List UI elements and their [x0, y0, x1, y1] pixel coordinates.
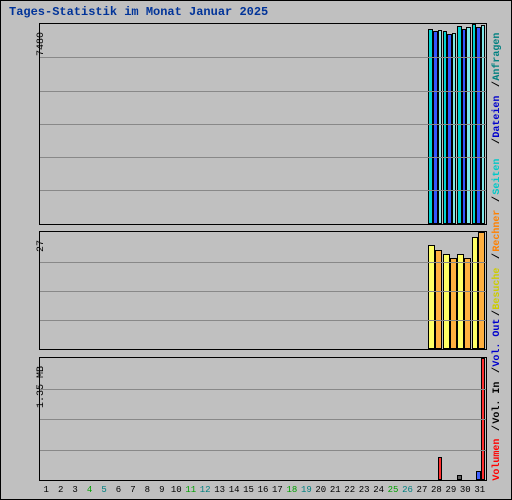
x-tick-label: 20 [315, 485, 326, 495]
x-tick-label: 9 [159, 485, 164, 495]
x-tick-label: 6 [116, 485, 121, 495]
x-tick-label: 19 [301, 485, 312, 495]
x-axis-labels: 1234567891011121314151617181920212223242… [39, 483, 487, 497]
bar [438, 30, 443, 223]
legend-item: Volumen [492, 428, 503, 481]
x-tick-label: 7 [130, 485, 135, 495]
x-tick-label: 5 [101, 485, 106, 495]
x-tick-label: 13 [214, 485, 225, 495]
bar [472, 237, 479, 350]
x-tick-label: 29 [445, 485, 456, 495]
legend-separator: / [492, 81, 503, 87]
legend-item: Rechner [492, 199, 503, 252]
x-tick-label: 2 [58, 485, 63, 495]
x-tick-label: 30 [460, 485, 471, 495]
plot-area: 7480 27 1.35 MB [39, 23, 487, 481]
x-tick-label: 10 [171, 485, 182, 495]
x-tick-label: 22 [344, 485, 355, 495]
bar [464, 258, 471, 349]
legend-item: Dateien [492, 85, 503, 138]
legend-separator: / [492, 367, 503, 373]
legend-item: Vol. Out [492, 314, 503, 367]
x-tick-label: 28 [431, 485, 442, 495]
x-tick-label: 17 [272, 485, 283, 495]
legend-separator: / [492, 425, 503, 431]
x-tick-label: 16 [258, 485, 269, 495]
legend-item: Seiten [492, 142, 503, 195]
x-tick-label: 31 [474, 485, 485, 495]
legend-item: Besuche [492, 257, 503, 310]
x-tick-label: 21 [330, 485, 341, 495]
legend-item: Vol. In [492, 371, 503, 424]
x-tick-label: 25 [388, 485, 399, 495]
chart-container: Tages-Statistik im Monat Januar 2025 748… [0, 0, 512, 500]
x-tick-label: 23 [359, 485, 370, 495]
x-tick-label: 8 [145, 485, 150, 495]
x-tick-label: 11 [185, 485, 196, 495]
chart-title: Tages-Statistik im Monat Januar 2025 [9, 5, 268, 19]
bar [438, 457, 443, 480]
legend-separator: / [492, 310, 503, 316]
x-tick-label: 3 [72, 485, 77, 495]
panel-volume: 1.35 MB [39, 357, 487, 481]
bar [452, 33, 457, 224]
x-tick-label: 26 [402, 485, 413, 495]
x-tick-label: 24 [373, 485, 384, 495]
bar [457, 254, 464, 349]
bar [435, 250, 442, 350]
legend-strip: Volumen/Vol. In/Vol. Out/Besuche/Rechner… [489, 23, 509, 481]
legend-item: Anfragen [492, 28, 503, 81]
x-tick-label: 4 [87, 485, 92, 495]
bar [457, 475, 462, 480]
legend-separator: / [492, 138, 503, 144]
x-tick-label: 14 [229, 485, 240, 495]
x-tick-label: 18 [286, 485, 297, 495]
legend-separator: / [492, 196, 503, 202]
legend-separator: / [492, 253, 503, 259]
x-tick-label: 15 [243, 485, 254, 495]
bar [443, 254, 450, 349]
x-tick-label: 27 [417, 485, 428, 495]
panel-hits: 7480 [39, 23, 487, 225]
x-tick-label: 1 [44, 485, 49, 495]
panel-visits: 27 [39, 231, 487, 350]
x-tick-label: 12 [200, 485, 211, 495]
bar [450, 258, 457, 349]
